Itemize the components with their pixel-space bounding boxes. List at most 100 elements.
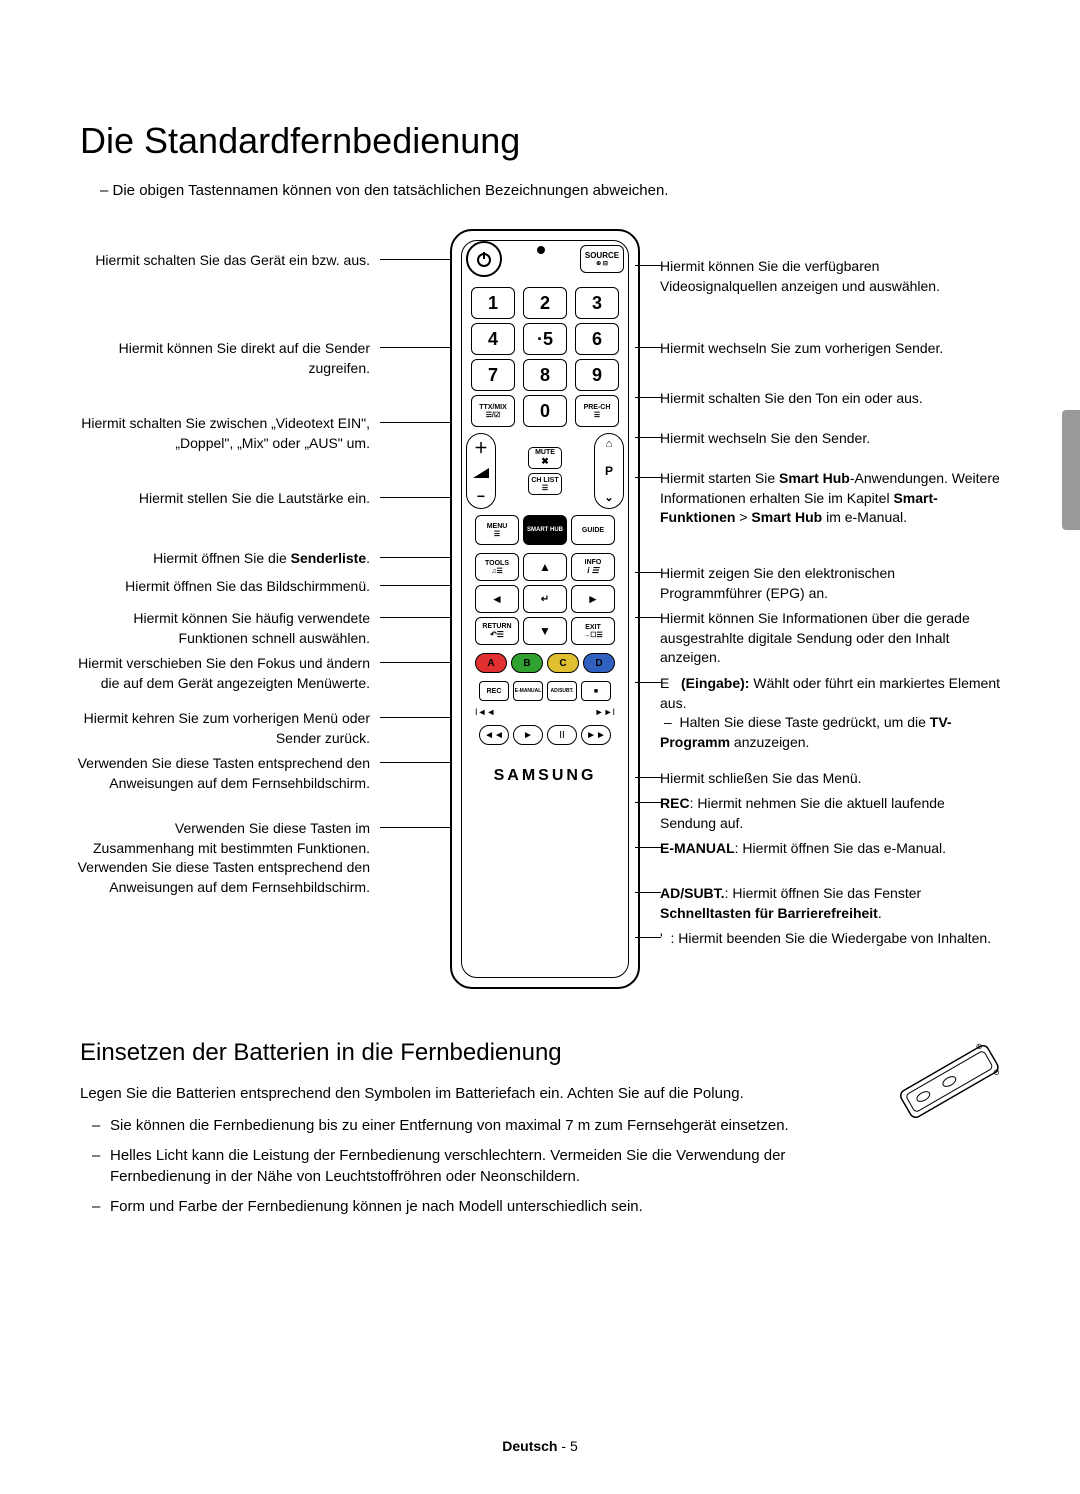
leader-line — [635, 265, 661, 266]
page-title: Die Standardfernbedienung — [80, 120, 1000, 162]
callout-left-3: Hiermit stellen Sie die Lautstärke ein. — [70, 489, 370, 509]
leader-line — [380, 827, 450, 828]
menu-button: MENU☰ — [475, 515, 519, 545]
callout-text: Hiermit kehren Sie zum vorherigen Menü o… — [84, 710, 370, 746]
page-footer: Deutsch - 5 — [0, 1438, 1080, 1454]
callout-left-7: Hiermit verschieben Sie den Fokus und än… — [70, 654, 370, 693]
callout-left-9: Verwenden Sie diese Tasten entsprechend … — [70, 754, 370, 793]
leader-line — [635, 572, 661, 573]
battery-bullets: Sie können die Fernbedienung bis zu eine… — [80, 1115, 860, 1218]
battery-intro: Legen Sie die Batterien entsprechend den… — [80, 1083, 860, 1105]
callout-left-10: Verwenden Sie diese Tasten im Zusammenha… — [70, 819, 370, 897]
leader-line — [380, 762, 450, 763]
channel-rocker: ⌂ P ⌄ — [594, 433, 624, 509]
media-buttons-row: REC E-MANUAL AD/SUBT. ■ — [479, 681, 611, 701]
leader-line — [635, 892, 661, 893]
pause-button: II — [547, 725, 577, 745]
num-8: 8 — [523, 359, 567, 391]
callout-left-2: Hiermit schalten Sie zwischen „Videotext… — [70, 414, 370, 453]
info-button: INFOi ☰ — [571, 553, 615, 581]
callout-text: Hiermit schalten Sie das Gerät ein bzw. … — [95, 252, 370, 268]
leader-line — [380, 585, 450, 586]
leader-line — [380, 259, 450, 260]
callout-text: Hiermit können Sie direkt auf die Sender… — [119, 340, 370, 376]
callout-right-6: Hiermit können Sie Informationen über di… — [660, 609, 1000, 668]
leader-line — [380, 497, 450, 498]
callout-left-4: Hiermit öffnen Sie die Senderliste. — [70, 549, 370, 569]
exit-button: EXIT→☐☰ — [571, 617, 615, 645]
leader-line — [635, 937, 661, 938]
callout-text: Hiermit starten Sie Smart Hub-Anwendunge… — [660, 470, 1000, 525]
ttx-button: TTX/MIX☰/☑ — [471, 395, 515, 427]
callout-right-2: Hiermit schalten Sie den Ton ein oder au… — [660, 389, 1000, 409]
d-button: D — [583, 653, 615, 673]
emanual-button: E-MANUAL — [513, 681, 543, 701]
num-5: ·5 — [523, 323, 567, 355]
adsubt-button: AD/SUBT. — [547, 681, 577, 701]
callout-text: E-MANUAL: Hiermit öffnen Sie das e-Manua… — [660, 840, 946, 856]
enter-button: ↵ — [523, 585, 567, 613]
callout-right-5: Hiermit zeigen Sie den elektronischen Pr… — [660, 564, 1000, 603]
smarthub-button: SMART HUB — [523, 515, 567, 545]
a-button: A — [475, 653, 507, 673]
callout-text: Hiermit wechseln Sie zum vorherigen Send… — [660, 340, 943, 356]
tools-button: TOOLS♫☰ — [475, 553, 519, 581]
callout-text: Verwenden Sie diese Tasten entsprechend … — [78, 755, 370, 791]
prech-button: PRE-CH☰ — [575, 395, 619, 427]
num-9: 9 — [575, 359, 619, 391]
callout-right-9: REC: Hiermit nehmen Sie die aktuell lauf… — [660, 794, 1000, 833]
volume-rocker: ＋ − — [466, 433, 496, 509]
leader-line — [635, 682, 661, 683]
rec-button: REC — [479, 681, 509, 701]
source-button: SOURCE ⊕ ⊟ — [580, 245, 624, 273]
num-1: 1 — [471, 287, 515, 319]
battery-bullet-2: Form und Farbe der Fernbedienung können … — [110, 1196, 860, 1218]
c-button: C — [547, 653, 579, 673]
play-button: ► — [513, 725, 543, 745]
callout-left-6: Hiermit können Sie häufig verwendete Fun… — [70, 609, 370, 648]
b-button: B — [511, 653, 543, 673]
callout-right-7: E (Eingabe): Wählt oder führt ein markie… — [660, 674, 1000, 752]
leader-line — [380, 717, 450, 718]
color-buttons-row: A B C D — [475, 653, 615, 673]
chlist-button: CH LIST☰ — [528, 473, 562, 495]
remote-diagram: SOURCE ⊕ ⊟ 123 4·56 789 TTX/MIX☰/☑ 0 PRE… — [70, 229, 990, 1009]
callout-text: REC: Hiermit nehmen Sie die aktuell lauf… — [660, 795, 945, 831]
leader-line — [635, 477, 661, 478]
ir-led-icon — [537, 246, 545, 254]
callout-text: E (Eingabe): Wählt oder führt ein markie… — [660, 675, 1000, 750]
rew-button: ◄◄ — [479, 725, 509, 745]
leader-line — [380, 347, 450, 348]
mute-button: MUTE✖ — [528, 447, 562, 469]
remote-body: SOURCE ⊕ ⊟ 123 4·56 789 TTX/MIX☰/☑ 0 PRE… — [450, 229, 640, 989]
source-label: SOURCE — [585, 251, 619, 260]
stop-button: ■ — [581, 681, 611, 701]
num-3: 3 — [575, 287, 619, 319]
callout-text: Verwenden Sie diese Tasten im Zusammenha… — [78, 820, 370, 895]
transport-row: ◄◄ ► II ►► — [479, 725, 611, 745]
right-arrow: ► — [571, 585, 615, 613]
leader-line — [380, 662, 450, 663]
callout-text: Hiermit öffnen Sie die Senderliste. — [153, 550, 370, 566]
leader-line — [635, 847, 661, 848]
callout-right-1: Hiermit wechseln Sie zum vorherigen Send… — [660, 339, 1000, 359]
brand-logo: SAMSUNG — [494, 767, 597, 785]
leader-line — [380, 422, 450, 423]
callout-right-11: AD/SUBT.: Hiermit öffnen Sie das Fenster… — [660, 884, 1000, 923]
num-7: 7 — [471, 359, 515, 391]
callout-right-4: Hiermit starten Sie Smart Hub-Anwendunge… — [660, 469, 1000, 528]
down-arrow: ▼ — [523, 617, 567, 645]
callout-text: Hiermit schalten Sie den Ton ein oder au… — [660, 390, 923, 406]
callout-text: Hiermit stellen Sie die Lautstärke ein. — [139, 490, 370, 506]
guide-button: GUIDE — [571, 515, 615, 545]
callout-right-10: E-MANUAL: Hiermit öffnen Sie das e-Manua… — [660, 839, 1000, 859]
callout-right-3: Hiermit wechseln Sie den Sender. — [660, 429, 1000, 449]
skip-icons: I◄◄►►I — [475, 707, 615, 717]
num-4: 4 — [471, 323, 515, 355]
num-0: 0 — [523, 395, 567, 427]
svg-text:⊕: ⊕ — [974, 1041, 984, 1052]
top-note: Die obigen Tastennamen können von den ta… — [100, 182, 1000, 199]
battery-bullet-0: Sie können die Fernbedienung bis zu eine… — [110, 1115, 860, 1137]
battery-bullet-1: Helles Licht kann die Leistung der Fernb… — [110, 1145, 860, 1189]
leader-line — [635, 437, 661, 438]
